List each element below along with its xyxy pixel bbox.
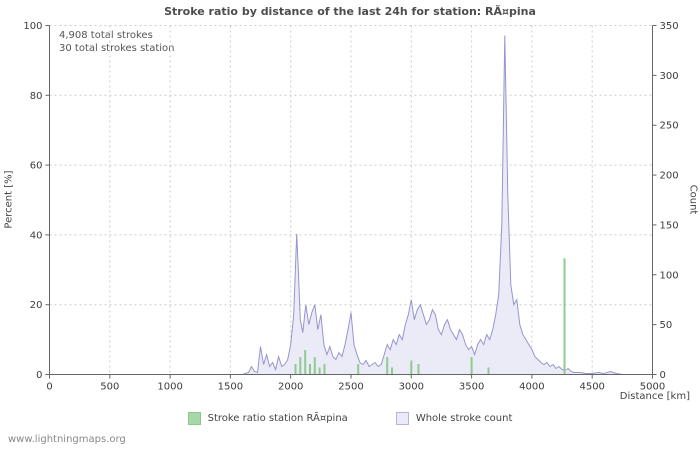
legend-item-stroke-ratio: Stroke ratio station RÃ¤pina <box>187 412 348 425</box>
svg-text:1500: 1500 <box>218 382 243 393</box>
legend-label-stroke-ratio: Stroke ratio station RÃ¤pina <box>207 413 348 424</box>
svg-text:0: 0 <box>660 370 666 381</box>
svg-text:100: 100 <box>23 21 42 32</box>
svg-text:4000: 4000 <box>519 382 544 393</box>
legend-label-whole-stroke-count: Whole stroke count <box>415 413 513 424</box>
legend: Stroke ratio station RÃ¤pina Whole strok… <box>0 412 700 425</box>
svg-text:5000: 5000 <box>640 382 665 393</box>
total-strokes-station-annotation: 30 total strokes station <box>59 43 175 54</box>
stroke-ratio-swatch-icon <box>187 412 201 425</box>
y-axis-label-left: Percent [%] <box>3 170 15 229</box>
svg-text:300: 300 <box>660 71 679 82</box>
svg-text:3500: 3500 <box>459 382 484 393</box>
total-strokes-annotation: 4,908 total strokes <box>59 30 153 41</box>
svg-text:500: 500 <box>100 382 119 393</box>
svg-text:4500: 4500 <box>579 382 604 393</box>
svg-text:40: 40 <box>30 230 43 241</box>
x-axis-label: Distance [km] <box>619 391 690 402</box>
svg-text:20: 20 <box>30 300 43 311</box>
whole-stroke-count-swatch-icon <box>395 412 409 425</box>
svg-text:3000: 3000 <box>399 382 424 393</box>
svg-text:250: 250 <box>660 121 679 132</box>
svg-text:350: 350 <box>660 21 679 32</box>
y-axis-label-right: Count <box>687 184 699 215</box>
svg-text:0: 0 <box>36 370 42 381</box>
site-attribution: www.lightningmaps.org <box>8 434 126 445</box>
svg-text:50: 50 <box>660 320 673 331</box>
svg-text:2500: 2500 <box>338 382 363 393</box>
svg-text:80: 80 <box>30 91 43 102</box>
svg-text:150: 150 <box>660 220 679 231</box>
svg-text:100: 100 <box>660 270 679 281</box>
svg-text:200: 200 <box>660 171 679 182</box>
svg-text:1000: 1000 <box>157 382 182 393</box>
chart-title: Stroke ratio by distance of the last 24h… <box>164 5 536 18</box>
svg-text:0: 0 <box>46 382 52 393</box>
svg-text:2000: 2000 <box>278 382 303 393</box>
legend-item-whole-stroke-count: Whole stroke count <box>395 412 513 425</box>
svg-text:60: 60 <box>30 161 43 172</box>
